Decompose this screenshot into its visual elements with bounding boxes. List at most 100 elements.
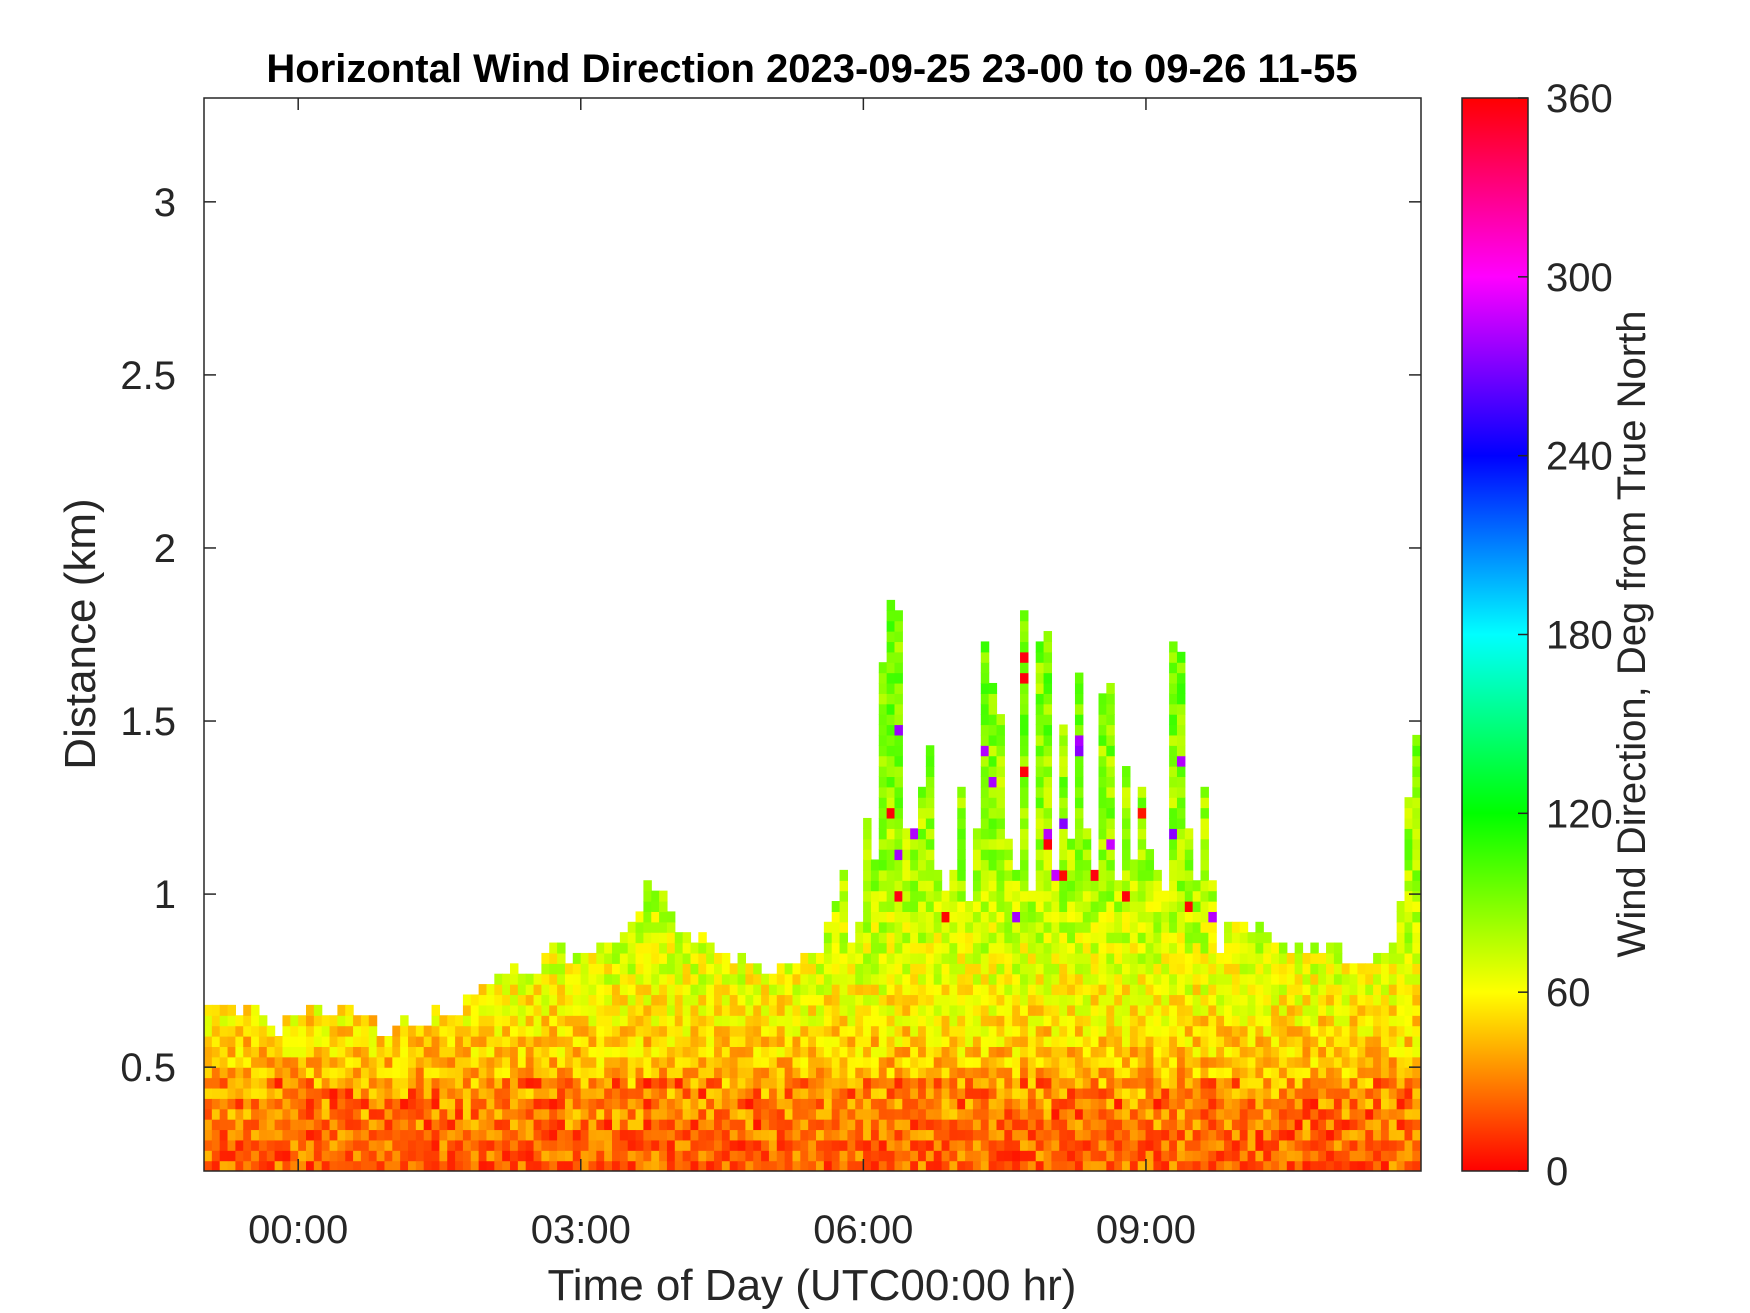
y-axis: 0.511.522.53 xyxy=(120,181,1421,1090)
heatmap-cell xyxy=(1294,984,1304,996)
heatmap-cell xyxy=(980,932,990,944)
heatmap-cell xyxy=(886,776,896,788)
heatmap-cell xyxy=(1059,817,1068,829)
heatmap-cell xyxy=(965,911,974,923)
heatmap-cell xyxy=(1051,1108,1060,1120)
heatmap-cell xyxy=(1067,1025,1076,1037)
heatmap-cell xyxy=(1082,994,1092,1006)
heatmap-cell xyxy=(1098,911,1107,923)
heatmap-cell xyxy=(823,1046,833,1058)
heatmap-cell xyxy=(1396,911,1406,923)
heatmap-cell xyxy=(1059,1160,1068,1171)
heatmap-cell xyxy=(439,1119,448,1131)
heatmap-cell xyxy=(659,1087,668,1099)
heatmap-cell xyxy=(792,963,801,975)
heatmap-cell xyxy=(996,1087,1005,1099)
heatmap-cell xyxy=(698,932,707,944)
heatmap-cell xyxy=(925,1004,935,1016)
heatmap-cell xyxy=(643,1119,652,1131)
heatmap-cell xyxy=(996,869,1005,881)
heatmap-cell xyxy=(1145,849,1155,861)
heatmap-cell xyxy=(204,1004,213,1016)
heatmap-cell xyxy=(1074,1046,1084,1058)
heatmap-cell xyxy=(1012,932,1021,944)
heatmap-cell xyxy=(1341,1015,1351,1027)
heatmap-cell xyxy=(1067,1056,1076,1068)
heatmap-cell xyxy=(1020,1046,1029,1058)
heatmap-cell xyxy=(1051,994,1060,1006)
heatmap-cell xyxy=(886,984,896,996)
heatmap-cell xyxy=(282,1015,291,1027)
heatmap-cell xyxy=(925,1108,935,1120)
heatmap-cell xyxy=(839,952,849,964)
heatmap-cell xyxy=(400,1108,409,1120)
heatmap-cell xyxy=(1255,963,1264,975)
heatmap-cell xyxy=(1380,1056,1390,1068)
heatmap-cell xyxy=(714,1036,723,1047)
heatmap-cell xyxy=(1035,1015,1045,1027)
heatmap-cell xyxy=(761,1119,770,1131)
heatmap-cell xyxy=(792,1129,801,1141)
heatmap-cell xyxy=(816,984,825,996)
heatmap-cell xyxy=(1200,1025,1209,1037)
heatmap-cell xyxy=(1341,1067,1351,1079)
heatmap-cell xyxy=(784,1119,794,1131)
heatmap-cell xyxy=(878,1004,888,1016)
heatmap-cell xyxy=(1412,786,1421,798)
heatmap-cell xyxy=(1310,1098,1319,1110)
heatmap-cell xyxy=(431,1139,440,1151)
heatmap-cell xyxy=(557,1108,566,1120)
heatmap-cell xyxy=(1318,1036,1327,1047)
y-tick-label: 1 xyxy=(154,873,176,917)
heatmap-cell xyxy=(1396,921,1406,933)
heatmap-cell xyxy=(1012,1046,1021,1058)
heatmap-cell xyxy=(1365,1129,1374,1141)
heatmap-cell xyxy=(831,952,841,964)
heatmap-cell xyxy=(1208,1077,1217,1089)
heatmap-cell xyxy=(1074,921,1084,933)
heatmap-cell xyxy=(910,1077,919,1089)
heatmap-cell xyxy=(439,1160,448,1171)
heatmap-cell xyxy=(533,1046,542,1058)
heatmap-cell xyxy=(1224,1046,1233,1058)
heatmap-cell xyxy=(1043,776,1053,788)
heatmap-cell xyxy=(1192,880,1202,892)
heatmap-cell xyxy=(627,932,637,944)
heatmap-cell xyxy=(1074,984,1084,996)
heatmap-cell xyxy=(870,859,880,871)
heatmap-cell xyxy=(1145,859,1155,871)
heatmap-cell xyxy=(1192,932,1202,944)
heatmap-cell xyxy=(1326,1025,1335,1037)
heatmap-cell xyxy=(392,1087,401,1099)
heatmap-cell xyxy=(1027,1087,1037,1099)
heatmap-cell xyxy=(572,1077,582,1089)
heatmap-cell xyxy=(1412,890,1421,902)
heatmap-cell xyxy=(839,890,849,902)
heatmap-cell xyxy=(996,973,1005,985)
heatmap-cell xyxy=(1106,849,1115,861)
heatmap-cell xyxy=(439,1056,448,1068)
heatmap-cell xyxy=(1176,1129,1186,1141)
heatmap-cell xyxy=(360,1139,370,1151)
heatmap-cell xyxy=(1051,890,1060,902)
heatmap-cell xyxy=(439,1150,448,1162)
heatmap-cell xyxy=(1020,828,1029,840)
heatmap-cell xyxy=(1051,1160,1060,1171)
heatmap-cell xyxy=(988,859,998,871)
heatmap-cell xyxy=(353,1087,362,1099)
heatmap-cell xyxy=(792,1015,801,1027)
heatmap-cell xyxy=(690,1150,699,1162)
heatmap-cell xyxy=(800,1036,809,1047)
heatmap-cell xyxy=(690,1046,699,1058)
heatmap-cell xyxy=(1224,1108,1233,1120)
heatmap-cell xyxy=(1051,1150,1060,1162)
heatmap-cell xyxy=(957,942,966,954)
heatmap-cell xyxy=(1020,890,1029,902)
heatmap-cell xyxy=(274,1160,284,1171)
heatmap-cell xyxy=(1051,1025,1060,1037)
heatmap-cell xyxy=(1373,1025,1382,1037)
heatmap-cell xyxy=(902,901,911,912)
heatmap-cell xyxy=(1192,1077,1202,1089)
heatmap-cell xyxy=(1043,755,1053,767)
heatmap-cell xyxy=(988,807,998,819)
